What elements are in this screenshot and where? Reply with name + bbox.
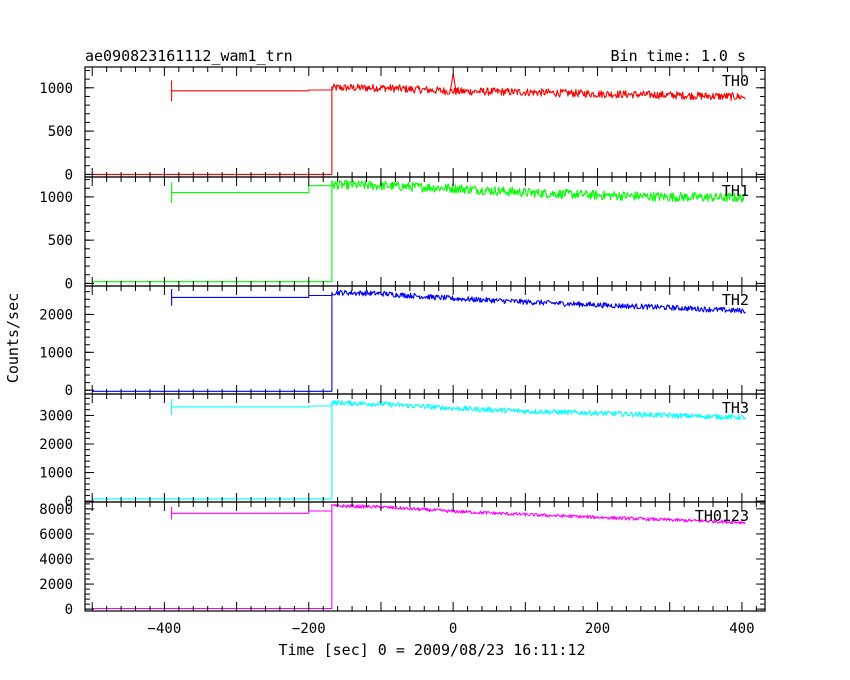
panel-frame-th2 [84, 285, 766, 395]
x-tick-label: −200 [292, 621, 326, 637]
panel-label-th0123: TH0123 [695, 507, 749, 525]
series-line-th0123 [92, 503, 746, 610]
y-tick-label: 2000 [39, 437, 73, 453]
y-tick-label: 0 [65, 276, 73, 292]
x-tick-label: 400 [729, 621, 754, 637]
y-axis-label: Counts/sec [4, 293, 22, 383]
y-tick-label: 0 [65, 602, 73, 618]
panels-group: TH005001000TH105001000TH2010002000TH3010… [39, 66, 766, 637]
panel-frame-th0 [84, 66, 766, 178]
y-tick-label: 2000 [39, 577, 73, 593]
series-line-th3 [92, 398, 746, 500]
y-tick-label: 1000 [39, 345, 73, 361]
series-line-th0 [92, 73, 746, 175]
panel-frame-th3 [84, 393, 766, 503]
y-tick-label: 1000 [39, 466, 73, 482]
y-tick-label: 2000 [39, 307, 73, 323]
panel-label-th3: TH3 [722, 399, 749, 417]
y-tick-label: 0 [65, 494, 73, 510]
y-tick-label: 1000 [39, 190, 73, 206]
y-tick-label: 500 [48, 124, 73, 140]
x-tick-label: 200 [585, 621, 610, 637]
panel-label-th1: TH1 [722, 182, 749, 200]
panel-label-th2: TH2 [722, 291, 749, 309]
chart-title: ae090823161112_wam1_trn [85, 47, 293, 65]
y-tick-label: 0 [65, 167, 73, 183]
panel-frame-th0123 [84, 501, 766, 612]
y-tick-label: 500 [48, 233, 73, 249]
x-tick-label: 0 [449, 621, 457, 637]
y-tick-label: 1000 [39, 81, 73, 97]
series-line-th2 [92, 289, 746, 392]
y-tick-label: 3000 [39, 408, 73, 424]
y-tick-label: 0 [65, 383, 73, 399]
y-tick-label: 8000 [39, 502, 73, 518]
y-tick-label: 6000 [39, 527, 73, 543]
series-line-th1 [92, 179, 747, 283]
panel-label-th0: TH0 [722, 72, 749, 90]
x-axis-label: Time [sec] 0 = 2009/08/23 16:11:12 [278, 641, 585, 659]
panel-frame-th1 [84, 176, 766, 287]
x-tick-label: −400 [148, 621, 182, 637]
bin-time-label: Bin time: 1.0 s [611, 47, 746, 65]
y-tick-label: 4000 [39, 552, 73, 568]
